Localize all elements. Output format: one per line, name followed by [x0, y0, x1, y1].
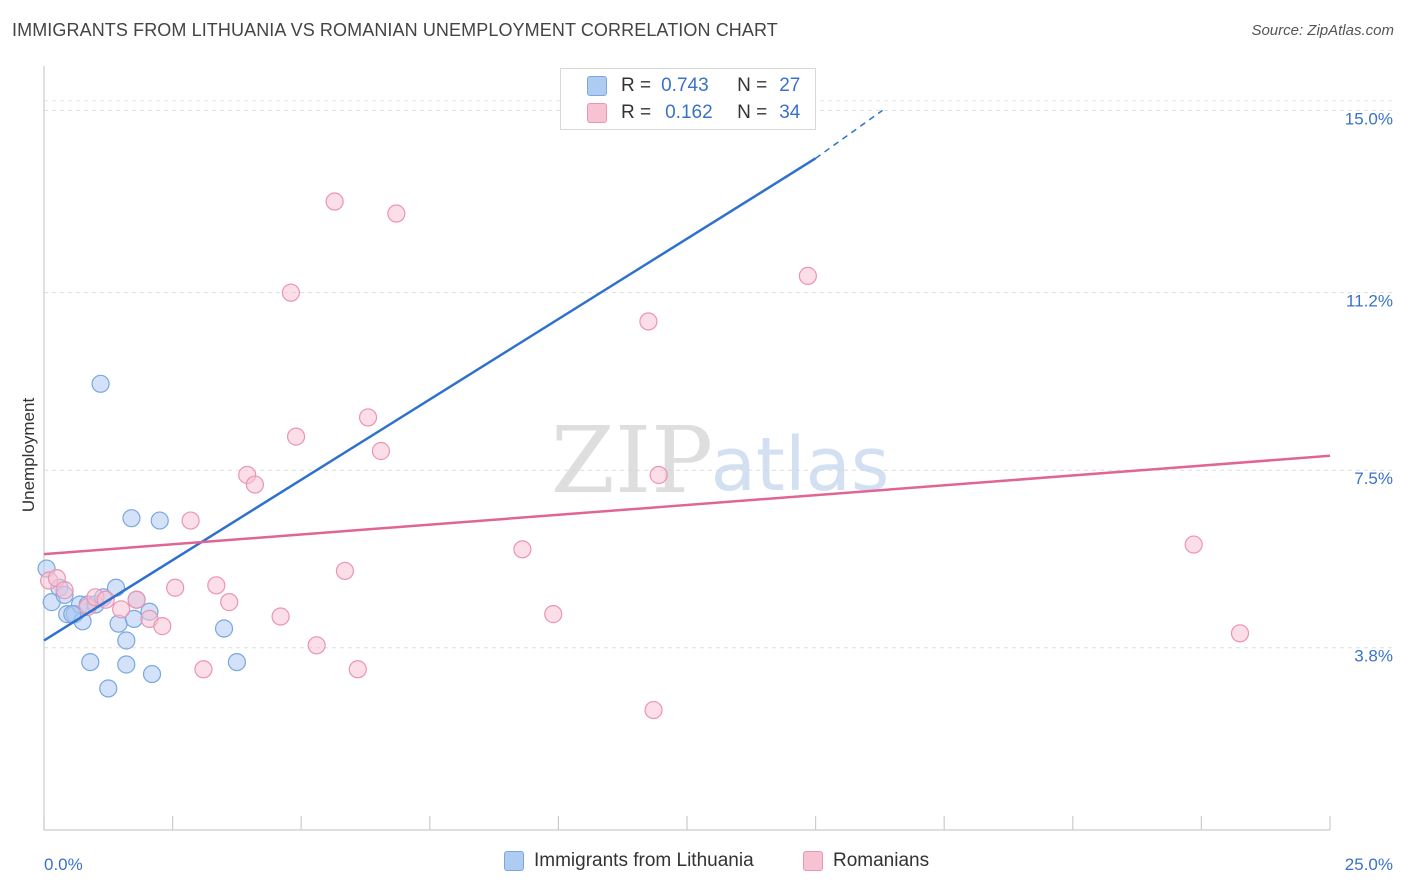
chart-title: IMMIGRANTS FROM LITHUANIA VS ROMANIAN UN…: [12, 20, 778, 40]
watermark: ZIP atlas: [551, 407, 890, 514]
stats-r-value: 0.743: [661, 75, 709, 96]
y-tick-label: 7.5%: [1354, 469, 1393, 488]
data-points: [37, 192, 1250, 720]
romanians-point: [513, 540, 532, 559]
romanians-trend-line: [43, 454, 1331, 556]
romanians-point: [649, 465, 668, 485]
stats-n-value: 27: [779, 75, 801, 96]
lithuania-point: [142, 664, 162, 684]
romanians-point: [639, 312, 658, 331]
stats-row-lithuania: R = 0.743 N = 27: [587, 73, 800, 99]
lithuania-point: [81, 652, 100, 672]
romanians-point: [245, 475, 265, 494]
legend-swatch-lithuania: [504, 851, 524, 871]
gridlines: [44, 100, 1392, 649]
stats-r-value: 0.162: [665, 102, 713, 123]
y-tick-label: 15.0%: [1345, 109, 1393, 128]
romanians-point: [286, 427, 306, 446]
legend-label-lithuania: Immigrants from Lithuania: [534, 850, 754, 871]
stats-swatch-lithuania: [587, 76, 607, 96]
romanians-point: [181, 511, 200, 530]
chart-legend: Immigrants from Lithuania Romanians: [0, 850, 1406, 878]
lithuania-trend-line: [43, 157, 817, 642]
trend-lines: [43, 109, 1331, 642]
romanians-point: [271, 607, 290, 626]
stats-row-romanians: R = 0.162 N = 34: [587, 100, 800, 126]
legend-label-romanians: Romanians: [833, 850, 930, 871]
romanians-point: [307, 636, 326, 655]
y-tick-label: 11.2%: [1346, 292, 1393, 311]
romanians-point: [194, 660, 213, 679]
axes: [43, 66, 1331, 831]
romanians-point: [358, 408, 378, 427]
stats-swatch-romanians: [587, 103, 607, 123]
lithuania-point: [150, 511, 169, 530]
lithuania-point: [227, 652, 246, 672]
romanians-point: [1230, 624, 1250, 643]
watermark-atlas: atlas: [711, 422, 890, 508]
romanians-point: [1184, 535, 1203, 554]
watermark-zip: ZIP: [551, 407, 713, 514]
stats-n-label: N =: [737, 75, 768, 96]
romanians-point: [153, 617, 172, 636]
y-tick-label: 3.8%: [1354, 647, 1393, 666]
lithuania-trend-extension: [815, 109, 883, 159]
romanians-point: [544, 605, 563, 624]
romanians-point: [644, 700, 663, 720]
stats-n-value: 34: [779, 102, 801, 123]
stats-r-label: R =: [621, 75, 652, 96]
stats-n-label: N =: [737, 102, 768, 123]
romanians-point: [371, 441, 391, 461]
lithuania-point: [99, 679, 118, 698]
romanians-point: [387, 204, 406, 223]
x-tick-label: 25.0%: [1345, 855, 1393, 874]
y-axis-label: Unemployment: [19, 398, 38, 513]
lithuania-point: [214, 619, 234, 638]
legend-item-lithuania[interactable]: Immigrants from Lithuania: [504, 850, 754, 872]
lithuania-point: [117, 655, 136, 674]
lithuania-point: [91, 374, 110, 393]
stats-legend: R = 0.743 N = 27 R = 0.162 N = 34: [560, 68, 816, 130]
romanians-point: [127, 590, 146, 609]
romanians-point: [166, 578, 185, 597]
romanians-point: [348, 660, 367, 679]
romanians-point: [281, 283, 301, 302]
lithuania-point: [122, 509, 141, 528]
stats-r-label: R =: [621, 102, 652, 123]
legend-item-romanians[interactable]: Romanians: [803, 850, 929, 872]
lithuania-point: [117, 631, 136, 650]
romanians-point: [798, 266, 817, 285]
x-tick-label: 0.0%: [44, 855, 83, 874]
tick-labels: 3.8% 7.5% 11.2% 15.0% 0.0% 25.0%: [44, 109, 1393, 874]
romanians-point: [207, 576, 226, 595]
romanians-point: [335, 561, 355, 581]
source-label: Source: ZipAtlas.com: [1251, 22, 1394, 39]
legend-swatch-romanians: [803, 851, 823, 871]
romanians-point: [220, 593, 239, 612]
romanians-point: [112, 600, 131, 619]
romanians-point: [325, 192, 344, 211]
romanians-point: [55, 581, 74, 600]
